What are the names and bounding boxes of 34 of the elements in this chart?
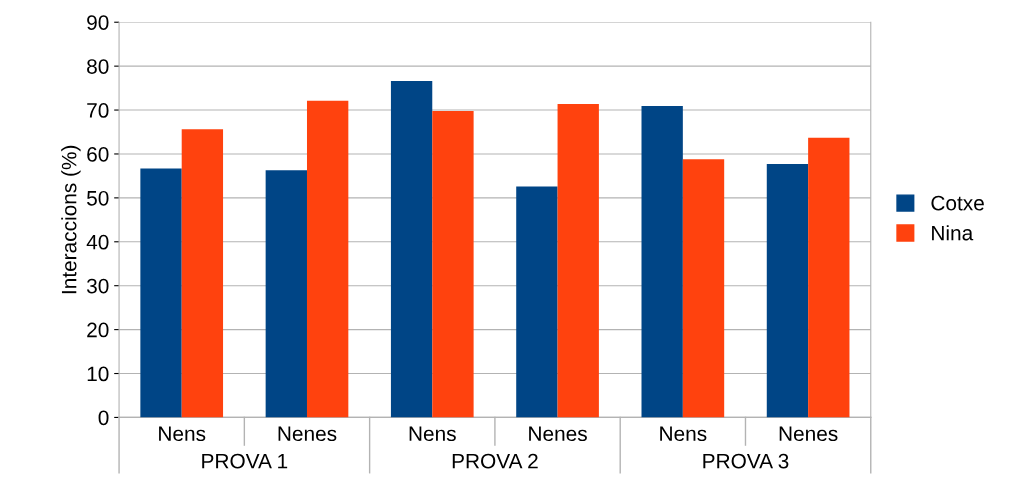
legend-label: Nina [932,225,974,241]
x-tick-label: Nens [409,426,456,442]
y-tick-label: 50 [87,190,109,206]
bar [766,164,809,418]
y-tick-label: 10 [87,366,109,382]
text: PROVA 1 [202,453,288,469]
bar [682,159,725,418]
y-tick-label: 0 [98,410,109,426]
y-tick-label: 60 [87,146,109,162]
bar [265,170,307,418]
bar [808,137,850,418]
y-tick-label: 70 [87,103,109,118]
y-tick-label: 20 [87,322,109,338]
y-axis-title: Interaccions (%) [61,145,81,294]
text: PROVA 2 [452,453,538,469]
x-tick-label: Nens [660,426,707,442]
y-tick-label: 40 [86,234,109,250]
bar [306,100,349,418]
x-tick-label: Nenes [779,426,838,442]
x-tick-label: Nens [159,426,206,442]
bar [181,129,224,418]
bar [390,81,433,418]
x-tick-label: Nenes [278,426,337,442]
x-tick-label: Nenes [529,426,587,442]
y-tick-label: 30 [86,278,109,294]
bar [641,106,683,418]
legend-label: Cotxe [931,195,984,211]
bar [140,168,182,418]
bar [516,186,558,418]
bar [557,103,599,418]
text: PROVA 3 [703,453,789,469]
y-tick-label: 80 [87,59,109,74]
y-tick-label: 90 [87,15,109,30]
bar [432,110,474,418]
